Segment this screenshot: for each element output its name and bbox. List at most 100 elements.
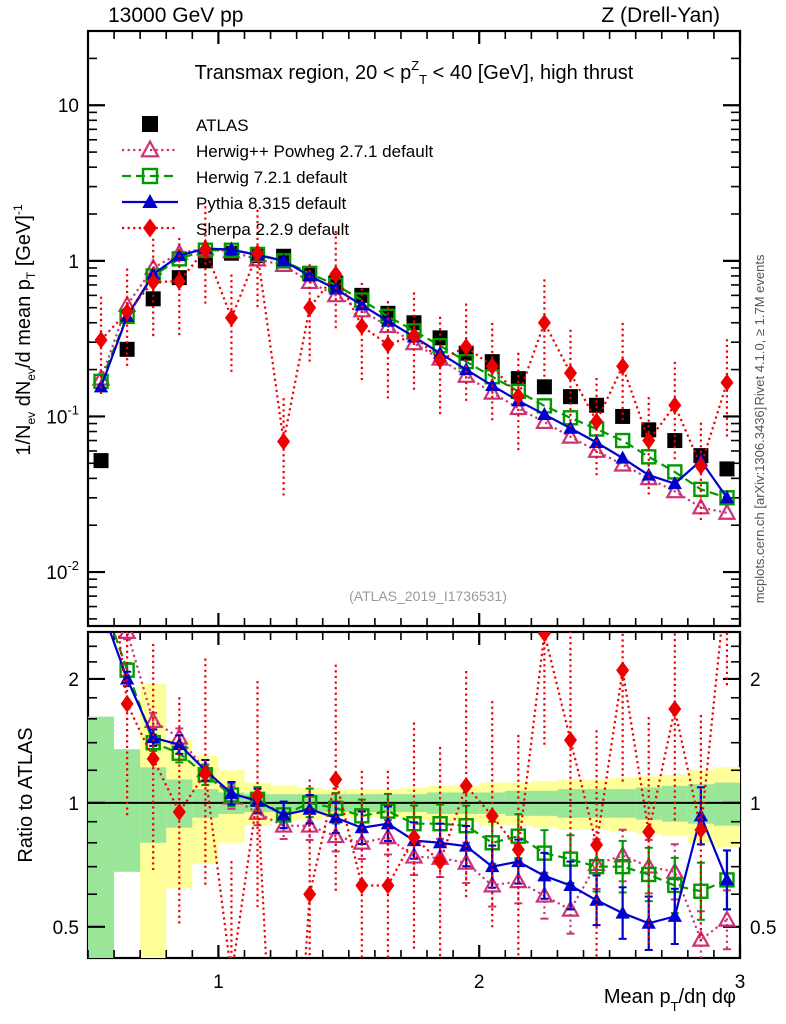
legend-label: Herwig++ Powheg 2.7.1 default [196,142,433,161]
marker-triangle-open [352,832,372,850]
main-panel: 10 1 10-1 10-2 1/Nev dNev/d mean pT [GeV]-1 T… [11,29,742,628]
marker-square-filled [119,341,135,357]
y-tick-label: 10 [58,96,79,117]
marker-diamond-filled [146,749,160,768]
marker-triangle-filled [142,193,158,208]
marker-triangle-filled [276,253,291,267]
marker-diamond-filled [694,457,708,475]
legend-entry-2: Herwig 7.2.1 default [122,167,347,187]
marker-square-filled [719,461,735,477]
series-sherpa [94,206,734,520]
marker-diamond-filled [172,272,186,290]
marker-diamond-filled [485,357,499,376]
marker-diamond-filled [511,840,525,859]
marker-diamond-filled [485,807,499,825]
main-x-ticks [87,31,742,626]
marker-diamond-filled [120,303,134,321]
marker-triangle-filled [354,297,369,311]
legend-entry-3: Pythia 8.315 default [122,193,347,213]
marker-triangle-filled [615,905,630,919]
marker-square-filled [641,422,657,438]
marker-triangle-open [326,826,346,844]
main-data-series [91,206,737,520]
marker-diamond-filled [143,218,157,238]
ratio-y-tick-label-right: 0.5 [750,918,776,939]
marker-triangle-filled [537,868,552,882]
watermark-text: (ATLAS_2019_I1736531) [349,588,507,604]
legend-label: Sherpa 2.2.9 default [196,220,349,239]
marker-triangle-filled [432,835,448,849]
marker-diamond-filled [146,273,160,291]
header-bar: 13000 GeV pp Z (Drell-Yan) [108,4,720,27]
series-line [100,249,728,499]
marker-triangle-filled [146,730,161,744]
legend-entry-1: Herwig++ Powheg 2.7.1 default [122,139,433,161]
marker-triangle-open [378,827,398,845]
marker-triangle-open [613,454,632,472]
ratio-y-tick-label: 2 [68,670,79,691]
marker-diamond-filled [198,764,212,783]
ratio-series-sherpa [95,477,729,985]
marker-triangle-open [117,632,137,639]
legend: ATLAS Herwig++ Powheg 2.7.1 default Herwig… [122,116,433,239]
marker-diamond-filled [303,298,317,317]
marker-diamond-filled [459,777,473,795]
x-tick-label: 3 [735,972,746,993]
marker-triangle-open [140,139,160,158]
marker-triangle-open [691,929,711,947]
marker-triangle-filled [667,908,682,922]
marker-triangle-open [482,382,502,400]
ratio-y-axis-label: Ratio to ATLAS [15,727,37,862]
marker-diamond-filled [668,396,682,415]
ratio-y-tick-label-right: 1 [750,794,761,815]
marker-triangle-filled [276,807,291,821]
marker-triangle-filled [615,450,630,464]
ratio-series-line [117,632,723,958]
marker-diamond-filled [537,313,551,332]
legend-entry-0: ATLAS [142,116,249,135]
x-tick-labels: 1 2 3 [213,972,745,993]
marker-diamond-filled [225,967,238,985]
marker-square-open [641,449,657,465]
legend-label: Pythia 8.315 default [196,194,347,213]
marker-triangle-open [717,502,737,520]
ratio-x-ticks [87,632,742,958]
marker-square-filled [142,116,158,132]
marker-diamond-filled [459,338,473,356]
y-tick-label: 1 [68,252,79,273]
marker-diamond-filled [642,431,656,450]
main-y-tick-labels: 10 1 10-1 10-2 [46,96,79,584]
marker-triangle-filled [224,242,239,256]
x-tick-label: 2 [474,972,485,993]
marker-diamond-filled [381,335,395,354]
marker-triangle-filled [719,490,735,504]
marker-diamond-filled [720,373,734,392]
marker-triangle-filled [485,859,500,873]
marker-diamond-filled [563,364,577,382]
legend-label: ATLAS [196,116,249,135]
marker-diamond-filled [537,632,551,643]
main-plot-title: Transmax region, 20 < pZT < 40 [GeV], hi… [195,58,634,87]
marker-triangle-filled [511,854,526,868]
marker-diamond-filled [616,661,630,679]
series-line [100,247,728,514]
ratio-y-tick-labels: 2 2 1 1 0.5 0.5 [53,670,777,939]
marker-triangle-open [717,909,737,927]
marker-diamond-filled [95,477,108,495]
marker-triangle-filled [563,878,578,892]
marker-diamond-filled [642,823,656,841]
marker-triangle-filled [641,467,656,481]
marker-diamond-filled [407,828,421,847]
legend-entry-4: Sherpa 2.2.9 default [122,218,349,239]
marker-triangle-filled [459,362,474,376]
band-cell [713,782,740,826]
marker-square-filled [145,291,161,307]
main-y-axis-label: 1/Nev dNev/d mean pT [GeV]-1 [11,204,38,456]
marker-diamond-filled [303,885,317,903]
marker-triangle-open [561,426,580,444]
marker-triangle-filled [719,872,735,886]
marker-square-filled [562,389,578,405]
header-left-text: 13000 GeV pp [108,4,243,27]
